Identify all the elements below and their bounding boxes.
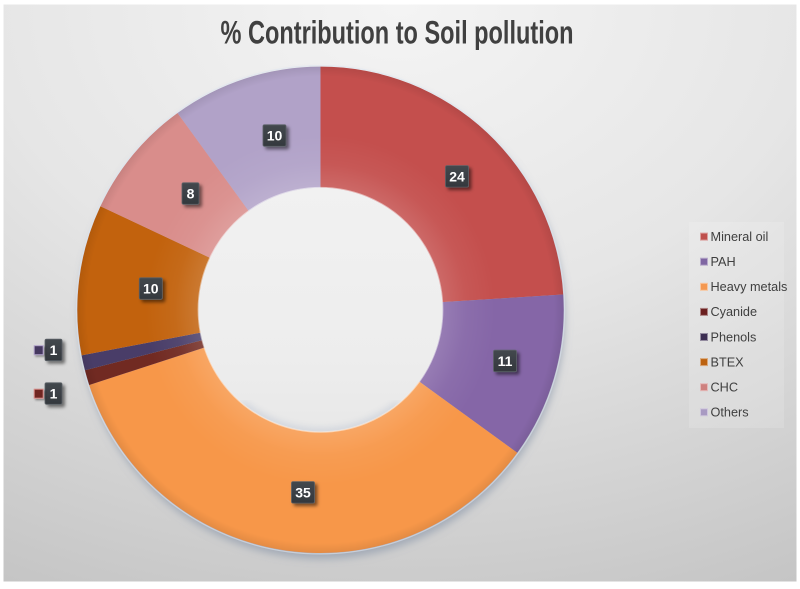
svg-text:BTEX: BTEX — [711, 355, 745, 369]
svg-text:10: 10 — [143, 281, 159, 297]
svg-text:% Contribution to Soil polluti: % Contribution to Soil pollution — [221, 15, 574, 51]
svg-text:Mineral oil: Mineral oil — [711, 230, 769, 244]
svg-text:11: 11 — [498, 353, 513, 369]
svg-text:35: 35 — [295, 484, 311, 500]
svg-text:8: 8 — [187, 186, 195, 202]
svg-text:24: 24 — [449, 168, 465, 184]
svg-text:Cyanide: Cyanide — [711, 305, 758, 319]
svg-text:1: 1 — [50, 386, 58, 402]
svg-text:CHC: CHC — [711, 381, 739, 395]
svg-text:Heavy metals: Heavy metals — [711, 280, 788, 294]
svg-text:10: 10 — [267, 128, 283, 144]
svg-text:1: 1 — [50, 342, 58, 358]
svg-text:Others: Others — [711, 406, 749, 420]
svg-text:PAH: PAH — [711, 255, 736, 269]
svg-text:Phenols: Phenols — [711, 330, 757, 344]
